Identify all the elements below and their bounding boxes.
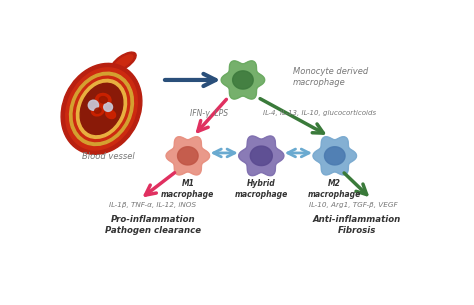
Polygon shape [178,147,198,165]
Ellipse shape [66,68,137,150]
Text: IL-1β, TNF-α, IL-12, iNOS: IL-1β, TNF-α, IL-12, iNOS [109,202,197,208]
Ellipse shape [96,93,111,106]
Polygon shape [166,137,210,175]
Ellipse shape [91,106,104,116]
Text: IL-4, IL-13, IL-10, glucocorticoids: IL-4, IL-13, IL-10, glucocorticoids [263,110,376,116]
Ellipse shape [111,52,136,72]
Ellipse shape [114,55,133,69]
Ellipse shape [76,79,127,138]
Polygon shape [239,136,284,176]
Polygon shape [221,61,264,99]
Ellipse shape [61,63,142,154]
Text: Anti-inflammation
Fibrosis: Anti-inflammation Fibrosis [313,215,401,235]
Ellipse shape [80,83,123,135]
Ellipse shape [106,110,116,119]
Ellipse shape [95,108,101,113]
Polygon shape [313,137,356,175]
Text: IFN-γ, LPS: IFN-γ, LPS [190,109,228,118]
Polygon shape [250,146,272,166]
Text: Pro-inflammation
Pathogen clearance: Pro-inflammation Pathogen clearance [105,215,201,235]
Ellipse shape [73,76,130,142]
Text: Blood vessel: Blood vessel [82,152,135,161]
Polygon shape [233,71,253,89]
Text: IL-10, Arg1, TGF-β, VEGF: IL-10, Arg1, TGF-β, VEGF [309,202,397,208]
Ellipse shape [70,72,134,145]
Circle shape [104,103,112,111]
Text: M2
macrophage: M2 macrophage [308,179,361,199]
Ellipse shape [100,97,107,103]
Polygon shape [325,147,345,165]
Text: M1
macrophage: M1 macrophage [161,179,214,199]
Text: Monocyte derived
macrophage: Monocyte derived macrophage [292,67,368,87]
Text: Hybrid
macrophage: Hybrid macrophage [235,179,288,199]
Circle shape [88,100,99,110]
